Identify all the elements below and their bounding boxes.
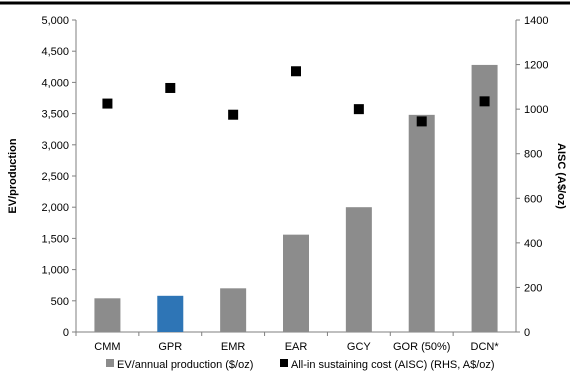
y-tick-label-right: 400 <box>524 238 542 250</box>
legend: EV/annual production ($/oz) All-in sustai… <box>106 359 495 371</box>
bar <box>408 114 435 333</box>
y-tick-label-right: 1000 <box>524 104 548 116</box>
y-tick-label-right: 1200 <box>524 60 548 72</box>
aisc-marker <box>479 96 490 107</box>
y-tick-label-left: 0 <box>63 327 69 339</box>
bar <box>345 207 372 332</box>
aisc-marker <box>228 109 239 120</box>
y-tick-label-left: 2,500 <box>41 171 69 183</box>
x-tick-label: GOR (50%) <box>393 341 450 353</box>
bar <box>471 64 498 332</box>
legend-label-bar: EV/annual production ($/oz) <box>117 359 253 371</box>
aisc-marker <box>353 104 364 115</box>
y-tick-label-right: 1400 <box>524 15 548 27</box>
y-tick-label-left: 4,000 <box>41 77 69 89</box>
bar <box>220 288 247 332</box>
x-tick-label: CMM <box>94 341 120 353</box>
y-tick-label-right: 800 <box>524 149 542 161</box>
bar <box>283 234 309 332</box>
y-tick-label-left: 5,000 <box>41 15 69 27</box>
y-axis-title-right: AISC (A$/oz) <box>555 143 567 209</box>
bar <box>94 298 121 332</box>
legend-label-marker: All-in sustaining cost (AISC) (RHS, A$/o… <box>291 359 495 371</box>
aisc-marker <box>102 98 113 109</box>
aisc-marker <box>291 66 301 77</box>
y-tick-label-left: 4,500 <box>41 46 69 58</box>
legend-swatch-bar <box>106 359 114 367</box>
x-tick-label: EMR <box>221 341 246 353</box>
y-tick-label-right: 600 <box>524 193 542 205</box>
y-tick-label-left: 1,000 <box>41 265 69 277</box>
x-tick-label: GCY <box>347 341 372 353</box>
aisc-marker <box>416 116 427 127</box>
y-axis-title-left: EV/production <box>7 138 19 213</box>
y-tick-label-left: 500 <box>51 296 69 308</box>
aisc-marker <box>165 82 176 93</box>
y-tick-label-left: 2,000 <box>41 202 69 214</box>
bar <box>157 295 184 332</box>
y-tick-label-right: 200 <box>524 282 542 294</box>
y-tick-label-left: 1,500 <box>41 233 69 245</box>
x-tick-label: EAR <box>285 341 308 353</box>
y-tick-label-right: 0 <box>524 327 530 339</box>
x-tick-label: DCN* <box>471 341 500 353</box>
plot-area: 0 500 1,000 1,500 2,000 2,500 3,000 3,500 4,000 4… <box>7 15 567 353</box>
y-tick-label-left: 3,500 <box>41 109 69 121</box>
x-tick-label: GPR <box>158 341 182 353</box>
y-tick-label-left: 3,000 <box>41 140 69 152</box>
legend-swatch-marker <box>280 359 288 367</box>
